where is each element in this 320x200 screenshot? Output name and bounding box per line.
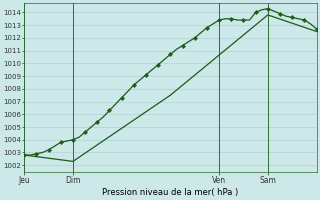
X-axis label: Pression niveau de la mer( hPa ): Pression niveau de la mer( hPa ): [102, 188, 238, 197]
